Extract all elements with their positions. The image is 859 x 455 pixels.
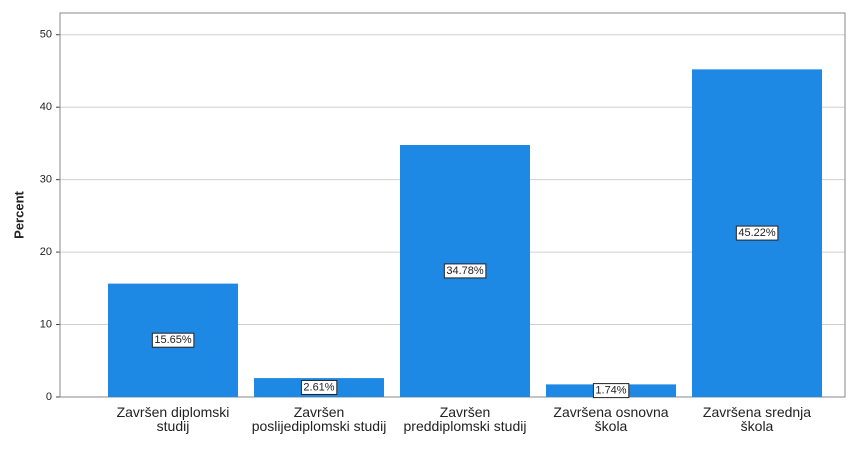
value-label-box xyxy=(151,332,195,348)
value-label: 1.74% xyxy=(595,385,626,397)
value-label-box xyxy=(592,383,630,399)
y-tick-label: 0 xyxy=(46,391,52,403)
value-label: 45.22% xyxy=(738,227,776,239)
value-label-box xyxy=(735,225,779,241)
y-tick-label: 30 xyxy=(40,174,52,186)
y-tick-label: 50 xyxy=(40,29,52,41)
value-label: 2.61% xyxy=(303,381,334,393)
value-label-box xyxy=(300,379,338,395)
y-axis-label: Percent xyxy=(11,190,26,238)
x-tick-label: Završen poslijediplomski studij xyxy=(252,404,387,434)
x-tick-label: Završena osnovna škola xyxy=(553,404,668,434)
x-tick-label: Završen preddiplomski studij xyxy=(404,404,527,434)
x-tick-label: Završena srednja škola xyxy=(703,404,811,434)
value-label: 34.78% xyxy=(446,265,484,277)
value-label: 15.65% xyxy=(154,334,192,346)
y-tick-label: 40 xyxy=(40,101,52,113)
y-tick-label: 10 xyxy=(40,318,52,330)
y-tick-label: 20 xyxy=(40,246,52,258)
x-tick-label: Završen diplomski studij xyxy=(117,404,230,434)
value-label-box xyxy=(443,263,487,279)
